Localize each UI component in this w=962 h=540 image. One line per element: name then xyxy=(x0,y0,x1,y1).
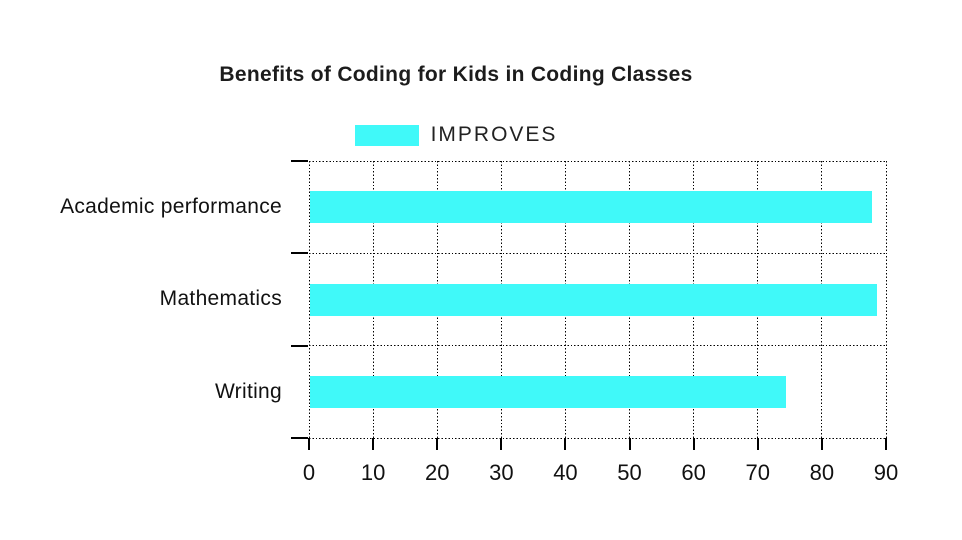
x-axis-tick-80 xyxy=(820,438,823,450)
x-tick-label-30: 30 xyxy=(489,460,514,485)
x-axis-tick-50 xyxy=(628,438,631,450)
bar-mathematics xyxy=(310,283,877,316)
x-tick-label-70: 70 xyxy=(745,460,771,485)
gridline-x-0 xyxy=(308,161,310,438)
category-label-writing: Writing xyxy=(214,379,282,403)
gridline-y-2 xyxy=(309,345,886,347)
x-axis-tick-90 xyxy=(885,438,887,450)
x-tick-label-10: 10 xyxy=(360,460,386,485)
chart-title: Benefits of Coding for Kids in Coding Cl… xyxy=(219,63,693,86)
x-tick-label-0: 0 xyxy=(302,460,316,485)
legend-swatch-icon xyxy=(354,124,419,146)
y-axis-tick-0 xyxy=(291,160,308,162)
x-axis-tick-40 xyxy=(564,438,567,450)
x-axis-tick-0 xyxy=(308,438,310,450)
category-label-mathematics: Mathematics xyxy=(159,287,282,311)
x-tick-label-50: 50 xyxy=(617,460,642,485)
x-tick-label-60: 60 xyxy=(681,460,706,485)
x-axis-tick-20 xyxy=(436,438,439,450)
plot-area: 0 10 20 30 40 50 60 70 80 90 xyxy=(291,160,898,485)
gridline-y-3 xyxy=(309,437,886,439)
gridline-y-1 xyxy=(309,252,886,254)
gridline-y-0 xyxy=(309,160,886,162)
y-axis-tick-1 xyxy=(291,252,308,255)
x-axis-tick-10 xyxy=(372,438,375,450)
x-tick-label-80: 80 xyxy=(809,460,835,485)
x-axis-tick-30 xyxy=(500,438,503,450)
y-axis-tick-2 xyxy=(291,344,308,347)
x-tick-label-20: 20 xyxy=(424,460,450,485)
x-tick-label-40: 40 xyxy=(553,460,578,485)
x-tick-label-90: 90 xyxy=(873,460,899,485)
x-axis-tick-70 xyxy=(756,438,759,450)
y-axis-tick-3 xyxy=(291,437,308,439)
legend: IMPROVES xyxy=(0,123,912,147)
legend-label: IMPROVES xyxy=(430,123,558,146)
x-axis-tick-60 xyxy=(692,438,695,450)
bar-writing xyxy=(310,375,787,408)
category-label-academic-performance: Academic performance xyxy=(60,195,282,219)
bar-academic-performance xyxy=(310,191,872,224)
gridline-x-90 xyxy=(885,161,887,438)
